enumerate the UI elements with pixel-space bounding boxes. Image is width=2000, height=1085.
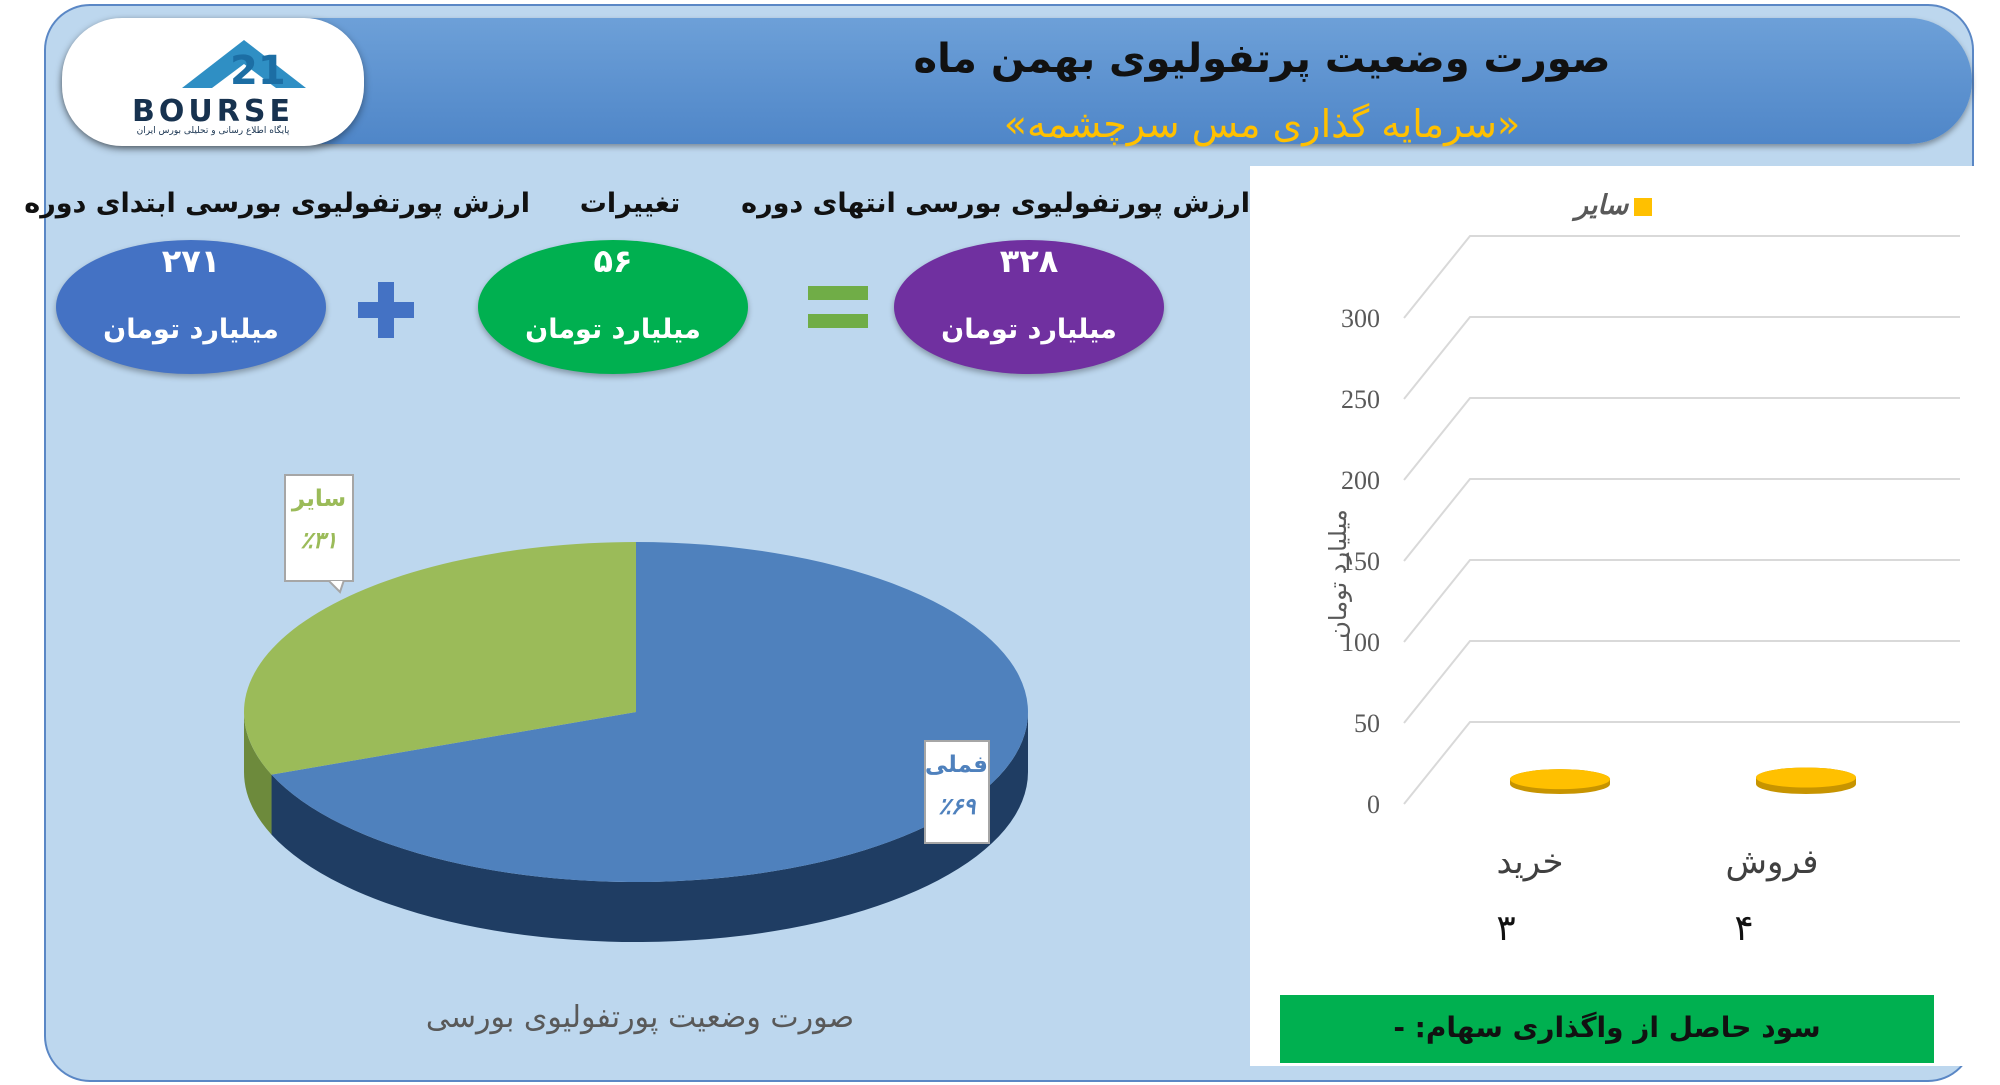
start-value-oval: ۲۷۱ میلیارد تومان xyxy=(56,240,326,374)
pie-label-other-name: سایر xyxy=(291,486,347,512)
start-value: ۲۷۱ xyxy=(161,242,221,280)
pie-label-other: سایر ٪۳۱ xyxy=(284,474,354,582)
bar-chart-legend: سایر xyxy=(1575,190,1653,221)
bar-value-label: ۳ xyxy=(1496,908,1516,949)
pie-slice-other xyxy=(243,542,636,775)
bar-gridline xyxy=(1403,397,1960,481)
logo-mark-icon: 21 xyxy=(182,40,306,94)
bar-gridline xyxy=(1403,640,1960,724)
bar-mark xyxy=(1756,767,1856,794)
y-tick-label: 300 xyxy=(1341,304,1380,333)
header-banner: صورت وضعیت پرتفولیوی بهمن ماه «سرمایه گذ… xyxy=(62,18,1972,146)
bar-gridline xyxy=(1403,559,1960,643)
bar-gridline xyxy=(1403,478,1960,562)
page-subtitle: «سرمایه گذاری مس سرچشمه» xyxy=(1003,102,1521,146)
pie-slice-main xyxy=(271,542,1029,882)
bar-gridline xyxy=(1403,316,1960,400)
pie-label-main: فملی ٪۶۹ xyxy=(924,740,990,844)
end-value-label: ارزش پورتفولیوی بورسی انتهای دوره xyxy=(741,188,1250,219)
bar-mark xyxy=(1510,769,1610,794)
y-tick-label: 200 xyxy=(1341,466,1380,495)
pie-label-other-percent: ٪۳۱ xyxy=(300,528,338,554)
profit-summary-bar: سود حاصل از واگذاری سهام: - xyxy=(1280,995,1934,1063)
bar-gridline xyxy=(1403,235,1960,319)
svg-text:21: 21 xyxy=(230,48,286,94)
y-tick-label: 0 xyxy=(1367,790,1380,819)
pie-chart xyxy=(243,542,1029,942)
pie-side-main xyxy=(271,712,1029,942)
pie-chart-title: صورت وضعیت پورتفولیوی بورسی xyxy=(425,1000,855,1035)
bar-category-label: خرید xyxy=(1496,842,1564,882)
y-tick-label: 50 xyxy=(1354,709,1380,738)
start-value-unit: میلیارد تومان xyxy=(103,314,279,345)
pie-label-main-name: فملی xyxy=(924,752,988,778)
pie-side-other xyxy=(244,712,272,835)
legend-swatch-icon xyxy=(1634,197,1653,216)
change-value-unit: میلیارد تومان xyxy=(525,314,701,345)
logo-tagline: پایگاه اطلاع رسانی و تحلیلی بورس ایران xyxy=(136,126,290,136)
end-value-oval: ۳۲۸ میلیارد تومان xyxy=(894,240,1164,374)
logo-word: BOURSE xyxy=(132,94,294,129)
y-tick-label: 100 xyxy=(1341,628,1380,657)
equals-icon xyxy=(808,286,868,328)
bar-category-label: فروش xyxy=(1725,842,1819,882)
end-value: ۳۲۸ xyxy=(999,242,1059,280)
pie-label-main-percent: ٪۶۹ xyxy=(938,794,976,820)
legend-series-name: سایر xyxy=(1575,190,1629,221)
plus-icon xyxy=(358,282,414,338)
bar-value-label: ۴ xyxy=(1734,908,1754,949)
pie-label-other-pointer xyxy=(328,580,346,594)
change-value: ۵۶ xyxy=(593,242,633,280)
y-tick-label: 150 xyxy=(1341,547,1380,576)
change-value-oval: ۵۶ میلیارد تومان xyxy=(478,240,748,374)
y-tick-label: 250 xyxy=(1341,385,1380,414)
page-title: صورت وضعیت پرتفولیوی بهمن ماه xyxy=(913,36,1611,82)
end-value-unit: میلیارد تومان xyxy=(941,314,1117,345)
bar-gridline xyxy=(1403,721,1960,805)
change-label: تغییرات xyxy=(579,188,681,219)
start-value-label: ارزش پورتفولیوی بورسی ابتدای دوره xyxy=(24,188,530,219)
logo: 21 BOURSE پایگاه اطلاع رسانی و تحلیلی بو… xyxy=(62,18,364,146)
